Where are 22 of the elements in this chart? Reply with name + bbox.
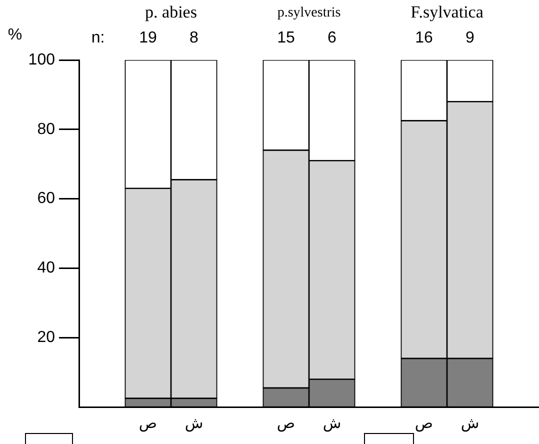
text: n: [91, 29, 105, 46]
text: 19 [139, 29, 157, 46]
y-axis-title: % [8, 26, 22, 44]
y-tick-label: 80 [37, 120, 56, 138]
x-tick-label: ص [414, 413, 434, 433]
x-tick-label: ش [460, 413, 480, 433]
x-tick-label: ش [322, 413, 342, 433]
y-tick-label: 60 [37, 190, 56, 208]
text: p. abies [145, 2, 197, 22]
x-tick-label: ص [276, 413, 296, 433]
text: p.sylvestris [277, 6, 341, 21]
x-tick-label: ش [184, 413, 204, 433]
y-tick-label: 40 [37, 260, 56, 277]
y-tick-label: 100 [28, 51, 56, 68]
x-tick-label: ص [138, 413, 158, 433]
text: 8 [190, 29, 199, 46]
text: 6 [328, 29, 337, 46]
text: 15 [277, 29, 295, 46]
y-tick-label: 20 [37, 329, 56, 346]
text: 16 [415, 29, 433, 46]
text: 9 [466, 29, 475, 46]
text: F.sylvatica [410, 2, 484, 22]
